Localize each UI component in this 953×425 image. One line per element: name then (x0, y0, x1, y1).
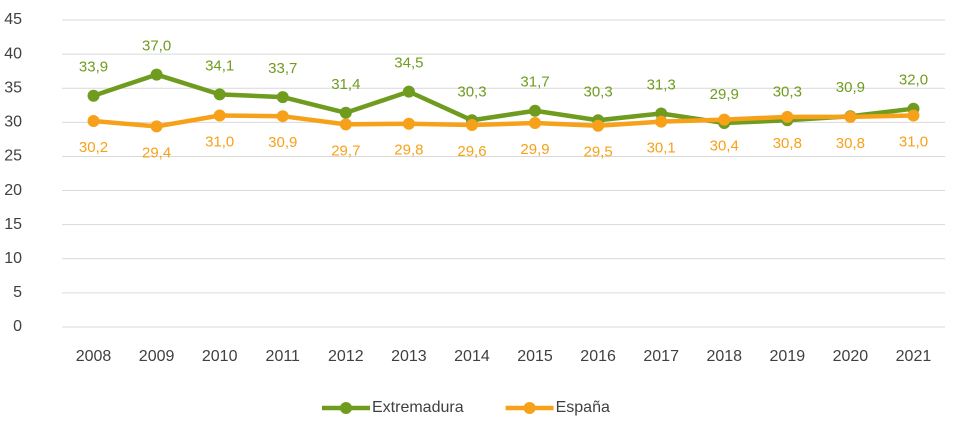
data-label: 29,4 (142, 144, 171, 161)
x-tick-label: 2008 (76, 348, 112, 365)
point (907, 109, 920, 122)
series-line (92, 72, 914, 126)
data-label: 30,1 (647, 140, 676, 157)
x-tick-label: 2010 (202, 348, 238, 365)
data-label: 31,0 (205, 133, 234, 150)
y-tick-label: 10 (4, 250, 22, 267)
data-label: 30,8 (773, 135, 802, 152)
x-tick-label: 2012 (328, 348, 364, 365)
point (276, 91, 289, 104)
y-tick-label: 20 (4, 182, 22, 199)
legend-marker (340, 402, 352, 414)
point (465, 119, 478, 132)
y-tick-label: 0 (13, 318, 22, 335)
y-tick-label: 15 (4, 216, 22, 233)
data-label: 33,7 (268, 60, 297, 77)
x-tick-label: 2021 (896, 348, 932, 365)
series-line (93, 113, 914, 129)
x-tick-label: 2019 (770, 348, 806, 365)
data-label: 34,5 (394, 55, 423, 72)
x-tick-label: 2017 (643, 348, 679, 365)
point (150, 120, 163, 133)
x-tick-label: 2016 (580, 348, 616, 365)
point (402, 85, 415, 98)
point (529, 117, 542, 130)
y-tick-label: 30 (4, 114, 22, 131)
legend-label: España (556, 399, 610, 416)
data-label: 29,9 (710, 86, 739, 103)
point (592, 119, 605, 132)
point (655, 115, 668, 128)
point (781, 110, 794, 123)
point (276, 110, 289, 123)
data-label: 29,7 (331, 142, 360, 159)
data-label: 33,9 (79, 59, 108, 76)
point (402, 117, 415, 130)
data-label: 30,3 (773, 83, 802, 100)
legend-label: Extremadura (372, 399, 464, 416)
point (213, 88, 226, 101)
point (150, 68, 163, 81)
data-label: 29,9 (520, 141, 549, 158)
point (718, 113, 731, 126)
point (87, 89, 100, 102)
data-label: 30,8 (836, 135, 865, 152)
data-label: 37,0 (142, 38, 171, 55)
data-label: 29,8 (394, 142, 423, 159)
x-tick-label: 2013 (391, 348, 427, 365)
data-label: 30,2 (79, 139, 108, 156)
y-tick-label: 35 (4, 79, 22, 96)
point (339, 106, 352, 119)
data-label: 30,4 (710, 138, 739, 155)
data-label: 31,7 (520, 74, 549, 91)
point (339, 118, 352, 131)
x-tick-label: 2011 (266, 348, 301, 365)
x-tick-label: 2014 (454, 348, 490, 365)
y-tick-label: 5 (13, 284, 22, 301)
y-tick-label: 45 (4, 11, 22, 28)
point (213, 109, 226, 122)
data-label: 30,9 (268, 134, 297, 151)
data-label: 34,1 (205, 57, 234, 74)
x-tick-label: 2020 (833, 348, 869, 365)
data-label: 30,3 (584, 83, 613, 100)
data-label: 29,5 (584, 144, 613, 161)
y-tick-label: 25 (4, 148, 22, 165)
point (844, 110, 857, 123)
data-label: 32,0 (899, 72, 928, 89)
data-label: 30,9 (836, 79, 865, 96)
x-tick-label: 2009 (139, 348, 175, 365)
data-label: 31,4 (331, 76, 360, 93)
data-label: 30,3 (457, 83, 486, 100)
data-label: 31,0 (899, 133, 928, 150)
point (529, 104, 542, 117)
x-tick-label: 2018 (706, 348, 742, 365)
data-label: 29,6 (457, 143, 486, 160)
legend-marker (523, 402, 536, 414)
y-tick-label: 40 (4, 45, 22, 62)
data-label: 31,3 (647, 76, 676, 93)
point (87, 114, 100, 127)
x-tick-label: 2015 (517, 348, 553, 365)
